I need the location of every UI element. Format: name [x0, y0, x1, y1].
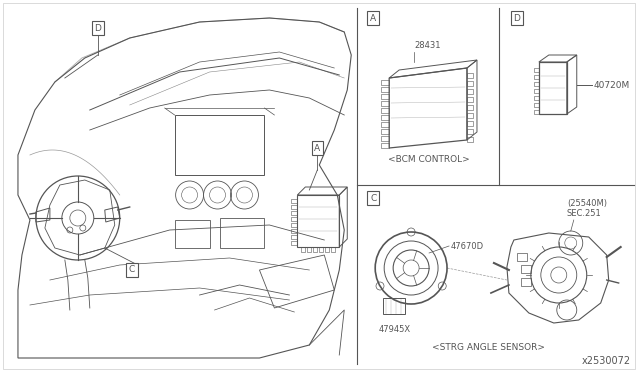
Bar — [325, 247, 330, 252]
Text: D: D — [94, 23, 101, 32]
Bar — [534, 68, 539, 72]
Bar — [467, 81, 473, 86]
Bar — [291, 205, 298, 209]
Bar — [521, 278, 531, 286]
Bar — [332, 247, 335, 252]
Text: 40720M: 40720M — [594, 80, 630, 90]
Bar — [534, 103, 539, 107]
Text: 47670D: 47670D — [451, 241, 484, 250]
Bar — [291, 241, 298, 245]
Bar — [291, 211, 298, 215]
Bar — [381, 94, 389, 99]
Bar — [467, 129, 473, 134]
Bar — [381, 101, 389, 106]
Bar — [381, 108, 389, 113]
Text: (25540M): (25540M) — [567, 199, 607, 208]
Bar — [301, 247, 305, 252]
Bar — [467, 97, 473, 102]
Text: 28431: 28431 — [414, 41, 440, 50]
Bar — [381, 136, 389, 141]
Text: SEC.251: SEC.251 — [567, 208, 602, 218]
Text: 47945X: 47945X — [378, 326, 410, 334]
Text: <BCM CONTROL>: <BCM CONTROL> — [388, 155, 470, 164]
Bar — [381, 129, 389, 134]
Bar — [383, 298, 405, 314]
Bar — [534, 82, 539, 86]
Bar — [381, 80, 389, 85]
Bar — [534, 89, 539, 93]
Bar — [467, 105, 473, 110]
Bar — [534, 110, 539, 114]
Bar — [314, 247, 317, 252]
Text: x2530072: x2530072 — [582, 356, 630, 366]
Text: <STRG ANGLE SENSOR>: <STRG ANGLE SENSOR> — [433, 343, 545, 352]
Bar — [220, 218, 264, 248]
Bar — [298, 195, 339, 247]
Bar — [175, 220, 209, 248]
Bar — [381, 122, 389, 127]
Text: A: A — [370, 13, 376, 22]
Bar — [467, 89, 473, 94]
Bar — [467, 73, 473, 78]
Text: A: A — [314, 144, 321, 153]
Bar — [307, 247, 311, 252]
Bar — [534, 75, 539, 79]
Bar — [291, 235, 298, 239]
Bar — [319, 247, 323, 252]
Bar — [467, 121, 473, 126]
Bar — [381, 87, 389, 92]
Bar — [467, 113, 473, 118]
Bar — [517, 253, 527, 261]
Bar — [539, 62, 567, 114]
Bar — [291, 223, 298, 227]
Bar — [381, 143, 389, 148]
Text: D: D — [513, 13, 520, 22]
Bar — [291, 199, 298, 203]
Bar — [381, 115, 389, 120]
Bar — [291, 217, 298, 221]
Bar — [467, 137, 473, 142]
Text: C: C — [129, 266, 135, 275]
Bar — [291, 229, 298, 233]
Bar — [534, 96, 539, 100]
Text: C: C — [370, 193, 376, 202]
Bar — [175, 115, 264, 175]
Bar — [521, 265, 531, 273]
